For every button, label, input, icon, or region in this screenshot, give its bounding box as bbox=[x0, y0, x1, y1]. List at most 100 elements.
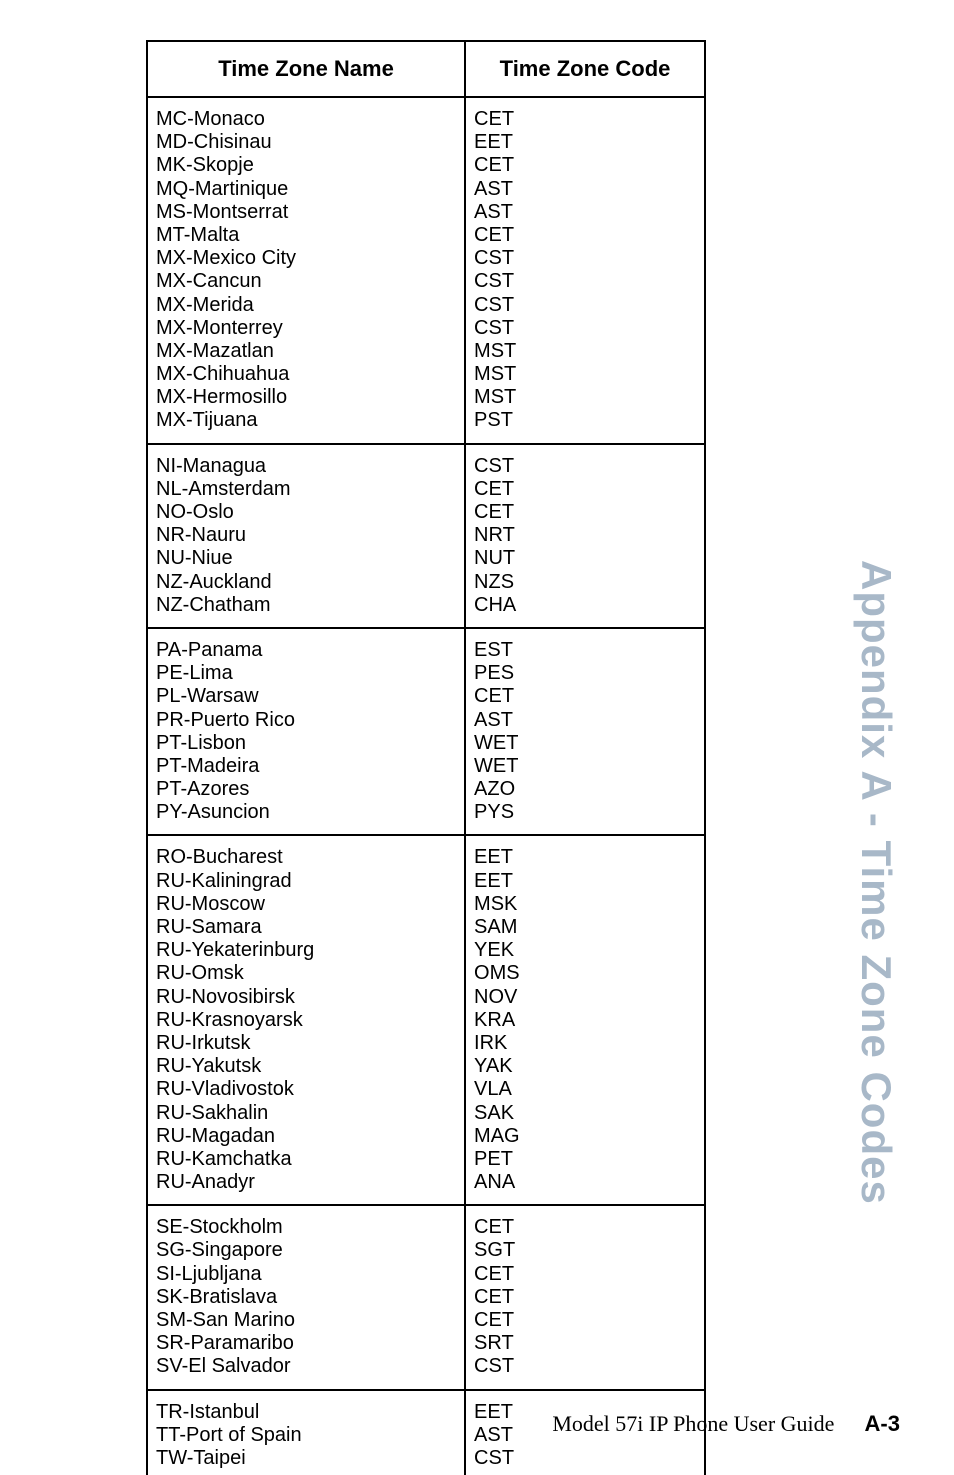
tz-name: PY-Asuncion bbox=[156, 801, 456, 824]
tz-code: SAM bbox=[474, 916, 696, 939]
tz-code: CST bbox=[474, 455, 696, 478]
tz-code: CST bbox=[474, 270, 696, 293]
tz-name: PT-Azores bbox=[156, 778, 456, 801]
tz-name: NZ-Auckland bbox=[156, 571, 456, 594]
tz-name: TR-Istanbul bbox=[156, 1401, 456, 1424]
tz-name: RU-Novosibirsk bbox=[156, 986, 456, 1009]
cell-names: TR-IstanbulTT-Port of SpainTW-Taipei bbox=[147, 1390, 465, 1475]
tz-name: MS-Montserrat bbox=[156, 201, 456, 224]
tz-code: WET bbox=[474, 755, 696, 778]
tz-code: IRK bbox=[474, 1032, 696, 1055]
tz-code: PES bbox=[474, 662, 696, 685]
tz-name: RU-Krasnoyarsk bbox=[156, 1009, 456, 1032]
tz-name: RU-Omsk bbox=[156, 962, 456, 985]
tz-name: PT-Madeira bbox=[156, 755, 456, 778]
tz-name: RU-Samara bbox=[156, 916, 456, 939]
tz-name: RU-Anadyr bbox=[156, 1171, 456, 1194]
appendix-title: Appendix A - Time Zone Codes bbox=[852, 560, 900, 1205]
tz-name: RU-Vladivostok bbox=[156, 1078, 456, 1101]
tz-code: SAK bbox=[474, 1102, 696, 1125]
tz-name: MX-Mexico City bbox=[156, 247, 456, 270]
tz-code: SGT bbox=[474, 1239, 696, 1262]
tz-code: CST bbox=[474, 1355, 696, 1378]
header-name: Time Zone Name bbox=[147, 41, 465, 97]
tz-code: CET bbox=[474, 1216, 696, 1239]
tz-code: CST bbox=[474, 247, 696, 270]
tz-code: NZS bbox=[474, 571, 696, 594]
tz-code: PET bbox=[474, 1148, 696, 1171]
table-row: SE-StockholmSG-SingaporeSI-LjubljanaSK-B… bbox=[147, 1205, 705, 1389]
tz-name: RU-Yekaterinburg bbox=[156, 939, 456, 962]
tz-code: CET bbox=[474, 478, 696, 501]
footer-pagenum: A-3 bbox=[865, 1411, 900, 1436]
tz-code: CET bbox=[474, 501, 696, 524]
tz-name: PE-Lima bbox=[156, 662, 456, 685]
tz-name: NR-Nauru bbox=[156, 524, 456, 547]
tz-name: PR-Puerto Rico bbox=[156, 709, 456, 732]
tz-code: AST bbox=[474, 201, 696, 224]
tz-code: CET bbox=[474, 224, 696, 247]
tz-name: SM-San Marino bbox=[156, 1309, 456, 1332]
tz-code: CHA bbox=[474, 594, 696, 617]
tz-code: CST bbox=[474, 294, 696, 317]
tz-name: RO-Bucharest bbox=[156, 846, 456, 869]
timezone-table: Time Zone Name Time Zone Code MC-MonacoM… bbox=[146, 40, 706, 1475]
cell-names: PA-PanamaPE-LimaPL-WarsawPR-Puerto RicoP… bbox=[147, 628, 465, 836]
tz-name: MD-Chisinau bbox=[156, 131, 456, 154]
cell-codes: ESTPESCETASTWETWETAZOPYS bbox=[465, 628, 705, 836]
table-header-row: Time Zone Name Time Zone Code bbox=[147, 41, 705, 97]
tz-code: AST bbox=[474, 178, 696, 201]
tz-name: PA-Panama bbox=[156, 639, 456, 662]
tz-code: KRA bbox=[474, 1009, 696, 1032]
header-code: Time Zone Code bbox=[465, 41, 705, 97]
tz-name: RU-Kaliningrad bbox=[156, 870, 456, 893]
tz-code: CST bbox=[474, 1447, 696, 1470]
tz-name: SE-Stockholm bbox=[156, 1216, 456, 1239]
tz-code: WET bbox=[474, 732, 696, 755]
cell-names: NI-ManaguaNL-AmsterdamNO-OsloNR-NauruNU-… bbox=[147, 444, 465, 628]
tz-code: EET bbox=[474, 846, 696, 869]
tz-name: MC-Monaco bbox=[156, 108, 456, 131]
tz-code: AST bbox=[474, 709, 696, 732]
tz-name: NZ-Chatham bbox=[156, 594, 456, 617]
tz-code: MST bbox=[474, 363, 696, 386]
cell-codes: EETEETMSKSAMYEKOMSNOVKRAIRKYAKVLASAKMAGP… bbox=[465, 835, 705, 1205]
tz-code: CST bbox=[474, 317, 696, 340]
table-row: NI-ManaguaNL-AmsterdamNO-OsloNR-NauruNU-… bbox=[147, 444, 705, 628]
footer-guide: Model 57i IP Phone User Guide bbox=[552, 1411, 834, 1436]
tz-name: PT-Lisbon bbox=[156, 732, 456, 755]
tz-code: YAK bbox=[474, 1055, 696, 1078]
tz-code: PYS bbox=[474, 801, 696, 824]
tz-code: ANA bbox=[474, 1171, 696, 1194]
tz-code: CET bbox=[474, 108, 696, 131]
tz-name: MX-Mazatlan bbox=[156, 340, 456, 363]
tz-code: NOV bbox=[474, 986, 696, 1009]
tz-name: SG-Singapore bbox=[156, 1239, 456, 1262]
tz-code: AZO bbox=[474, 778, 696, 801]
cell-codes: CETEETCETASTASTCETCSTCSTCSTCSTMSTMSTMSTP… bbox=[465, 97, 705, 444]
tz-name: NO-Oslo bbox=[156, 501, 456, 524]
cell-codes: CSTCETCETNRTNUTNZSCHA bbox=[465, 444, 705, 628]
table-row: RO-BucharestRU-KaliningradRU-MoscowRU-Sa… bbox=[147, 835, 705, 1205]
tz-name: RU-Kamchatka bbox=[156, 1148, 456, 1171]
tz-name: NL-Amsterdam bbox=[156, 478, 456, 501]
tz-code: EET bbox=[474, 131, 696, 154]
tz-name: RU-Sakhalin bbox=[156, 1102, 456, 1125]
tz-code: MSK bbox=[474, 893, 696, 916]
cell-names: RO-BucharestRU-KaliningradRU-MoscowRU-Sa… bbox=[147, 835, 465, 1205]
tz-name: MT-Malta bbox=[156, 224, 456, 247]
tz-name: MX-Cancun bbox=[156, 270, 456, 293]
tz-code: EST bbox=[474, 639, 696, 662]
tz-name: RU-Magadan bbox=[156, 1125, 456, 1148]
tz-code: YEK bbox=[474, 939, 696, 962]
tz-code: NUT bbox=[474, 547, 696, 570]
tz-name: MQ-Martinique bbox=[156, 178, 456, 201]
cell-codes: CETSGTCETCETCETSRTCST bbox=[465, 1205, 705, 1389]
tz-name: MX-Hermosillo bbox=[156, 386, 456, 409]
tz-name: NI-Managua bbox=[156, 455, 456, 478]
tz-code: CET bbox=[474, 1309, 696, 1332]
tz-code: MST bbox=[474, 340, 696, 363]
tz-code: SRT bbox=[474, 1332, 696, 1355]
tz-code: NRT bbox=[474, 524, 696, 547]
tz-name: SK-Bratislava bbox=[156, 1286, 456, 1309]
